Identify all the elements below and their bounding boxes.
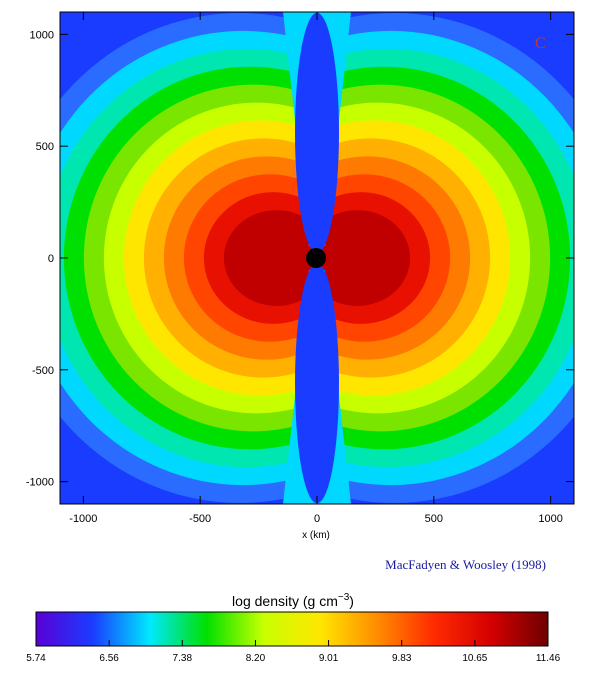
density-contour-right [304, 210, 411, 306]
colorbar-tick-label: 9.01 [319, 653, 339, 664]
polar-jets [283, 12, 351, 504]
colorbar-tick-label: 9.83 [392, 653, 412, 664]
colorbar-bar [35, 611, 549, 647]
density-contour-left [223, 210, 330, 306]
x-tick-label: -1000 [69, 513, 97, 525]
credit-text: MacFadyen & Woosley (1998) [385, 557, 546, 572]
jet-south-core [295, 263, 339, 504]
density-map: C [60, 12, 574, 504]
x-axis-label: x (km) [302, 530, 330, 541]
y-tick-label: 500 [36, 141, 54, 153]
y-tick-label: 0 [48, 253, 54, 265]
colorbar-tick-label: 10.65 [462, 653, 487, 664]
colorbar-tick-label: 11.46 [536, 653, 561, 664]
colorbar-ticks: 5.74 6.56 7.38 8.20 9.01 9.83 10.65 11.46 [26, 640, 561, 664]
colorbar-tick-label: 5.74 [26, 653, 46, 664]
colorbar: log density (g cm−3) 5.74 6.56 7.38 8.20 9.0… [26, 592, 560, 664]
colorbar-title-exponent: −3 [338, 592, 350, 603]
colorbar-tick-label: 7.38 [173, 653, 193, 664]
y-tick-label: -1000 [26, 477, 54, 489]
x-tick-label: -500 [189, 513, 211, 525]
colorbar-title: log density (g cm−3) [232, 592, 354, 609]
x-axis: -1000 -500 0 500 1000 [69, 12, 563, 525]
x-tick-label: 500 [425, 513, 443, 525]
black-hole-marker [306, 248, 326, 268]
colorbar-title-close: ) [349, 593, 354, 609]
panel-label: C [535, 35, 546, 52]
x-tick-label: 1000 [538, 513, 562, 525]
jet-north-core [295, 12, 339, 253]
colorbar-tick-label: 8.20 [246, 653, 266, 664]
x-tick-label: 0 [314, 513, 320, 525]
y-axis: 1000 500 0 -500 -1000 [26, 29, 574, 489]
colorbar-title-text: log density (g cm [232, 593, 338, 609]
y-tick-label: -500 [32, 365, 54, 377]
y-tick-label: 1000 [30, 29, 54, 41]
colorbar-tick-label: 6.56 [99, 653, 119, 664]
